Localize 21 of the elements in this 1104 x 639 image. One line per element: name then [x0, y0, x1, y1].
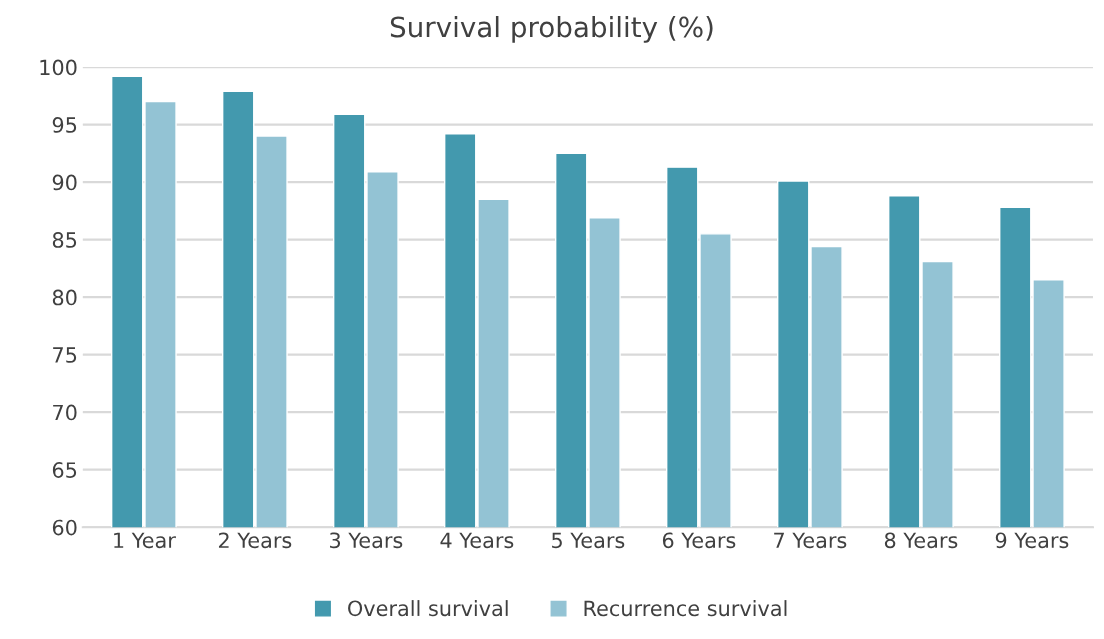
- x-tick-label: 8 Years: [884, 532, 958, 549]
- y-tick-label: 80: [52, 289, 77, 306]
- x-tick-label: 1 Year: [114, 532, 176, 549]
- chart-title: Survival probability (%): [390, 15, 713, 43]
- y-tick-label: 60: [52, 519, 77, 536]
- y-tick-label: 75: [53, 347, 77, 363]
- x-tick-label: 3 Years: [330, 532, 403, 549]
- legend-label: Overall survival: [348, 600, 508, 617]
- y-tick-label: 95: [52, 117, 77, 133]
- y-tick-label: 85: [52, 232, 77, 248]
- x-tick-label: 5 Years: [552, 532, 625, 549]
- x-tick-label: 6 Years: [662, 532, 736, 549]
- y-tick-label: 70: [53, 404, 77, 421]
- x-tick-label: 2 Years: [218, 532, 292, 549]
- x-tick-label: 4 Years: [440, 532, 514, 549]
- x-tick-label: 9 Years: [995, 532, 1069, 549]
- legend-label: Recurrence survival: [584, 600, 787, 617]
- y-tick-label: 90: [52, 174, 77, 191]
- x-tick-label: 7 Years: [774, 532, 847, 549]
- y-tick-label: 100: [40, 59, 77, 76]
- y-tick-label: 65: [52, 462, 77, 478]
